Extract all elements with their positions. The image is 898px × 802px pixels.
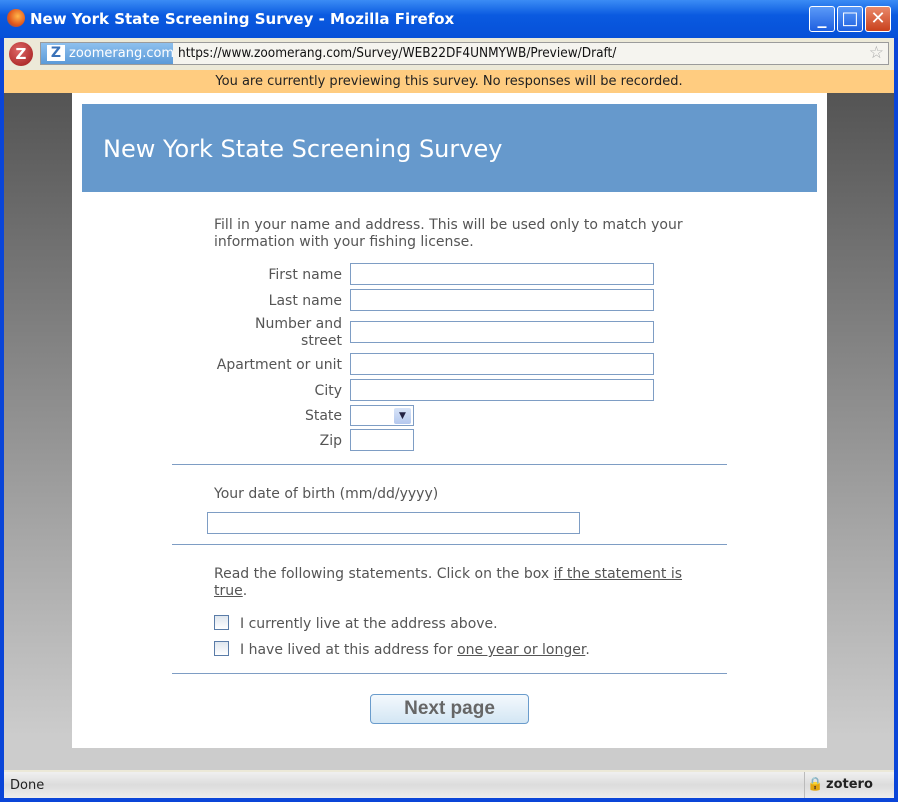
- statements-intro-end: .: [242, 583, 248, 599]
- state-select[interactable]: ▼: [350, 405, 414, 426]
- divider: [172, 673, 727, 674]
- statements-intro-text: Read the following statements. Click on …: [214, 566, 554, 582]
- statement-emphasis: if the statement is true: [214, 566, 683, 599]
- last-name-input[interactable]: [350, 289, 654, 311]
- statement2-label: I have lived at this address for one yea…: [240, 642, 590, 659]
- statement1-checkbox[interactable]: [214, 615, 229, 630]
- first-name-label: First name: [268, 267, 342, 283]
- city-label: City: [314, 383, 342, 399]
- zip-label: Zip: [319, 433, 342, 449]
- statement2-checkbox[interactable]: [214, 641, 229, 656]
- survey-page: New York State Screening Survey Fill in …: [72, 93, 827, 748]
- statement2-text: I have lived at this address for: [240, 642, 458, 658]
- status-text: Done: [10, 778, 45, 793]
- maximize-button[interactable]: □: [837, 6, 863, 32]
- street-input[interactable]: [350, 321, 654, 343]
- statement1-label: I currently live at the address above.: [240, 616, 498, 632]
- zip-input[interactable]: [350, 429, 414, 451]
- dob-input[interactable]: [207, 512, 580, 534]
- next-page-button[interactable]: Next page: [370, 694, 529, 724]
- preview-notice: You are currently previewing this survey…: [4, 70, 894, 93]
- zoomerang-favicon-icon: Z: [47, 45, 65, 61]
- dob-label: Your date of birth (mm/dd/yyyy): [214, 486, 439, 502]
- first-name-input[interactable]: [350, 263, 654, 285]
- window-title: New York State Screening Survey - Mozill…: [30, 10, 455, 28]
- zotero-button[interactable]: zotero: [826, 777, 873, 792]
- zoomerang-icon[interactable]: Z: [9, 42, 33, 66]
- chevron-down-icon: ▼: [394, 408, 411, 424]
- close-button[interactable]: ✕: [865, 6, 891, 32]
- street-label: Number and street: [254, 316, 342, 349]
- page-viewport: New York State Screening Survey Fill in …: [4, 93, 894, 770]
- last-name-label: Last name: [268, 293, 342, 309]
- survey-title: New York State Screening Survey: [82, 104, 817, 192]
- city-input[interactable]: [350, 379, 654, 401]
- minimize-button[interactable]: _: [809, 6, 835, 32]
- statement2-emphasis: one year or longer: [457, 642, 586, 658]
- statement2-end: .: [585, 642, 590, 658]
- status-bar: Done 🔒 zotero: [4, 772, 894, 798]
- apartment-label: Apartment or unit: [216, 357, 342, 373]
- intro-text: Fill in your name and address. This will…: [214, 217, 683, 250]
- site-label: zoomerang.com: [69, 46, 175, 61]
- firefox-logo-icon: [7, 9, 25, 27]
- apartment-input[interactable]: [350, 353, 654, 375]
- bookmark-star-icon[interactable]: ☆: [868, 43, 884, 63]
- divider: [172, 544, 727, 545]
- state-label: State: [304, 408, 342, 424]
- statements-intro: Read the following statements. Click on …: [214, 566, 704, 600]
- lock-icon[interactable]: 🔒: [804, 772, 826, 798]
- url-text[interactable]: https://www.zoomerang.com/Survey/WEB22DF…: [178, 45, 617, 61]
- title-bar: New York State Screening Survey - Mozill…: [0, 0, 898, 38]
- divider: [172, 464, 727, 465]
